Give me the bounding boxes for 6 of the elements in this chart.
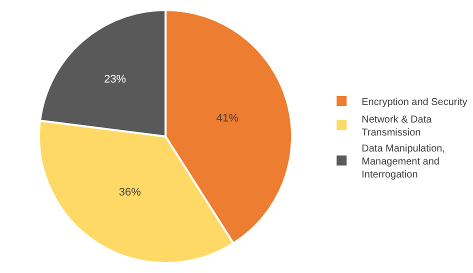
legend-label: Encryption and Security — [362, 96, 468, 108]
legend-label: Data Manipulation, Management and Interrogation — [362, 143, 446, 180]
data-label: 41% — [216, 112, 239, 124]
data-label: 23% — [104, 73, 126, 86]
legend-label: Network & Data Transmission — [362, 114, 432, 138]
data-label: 36% — [118, 186, 142, 199]
